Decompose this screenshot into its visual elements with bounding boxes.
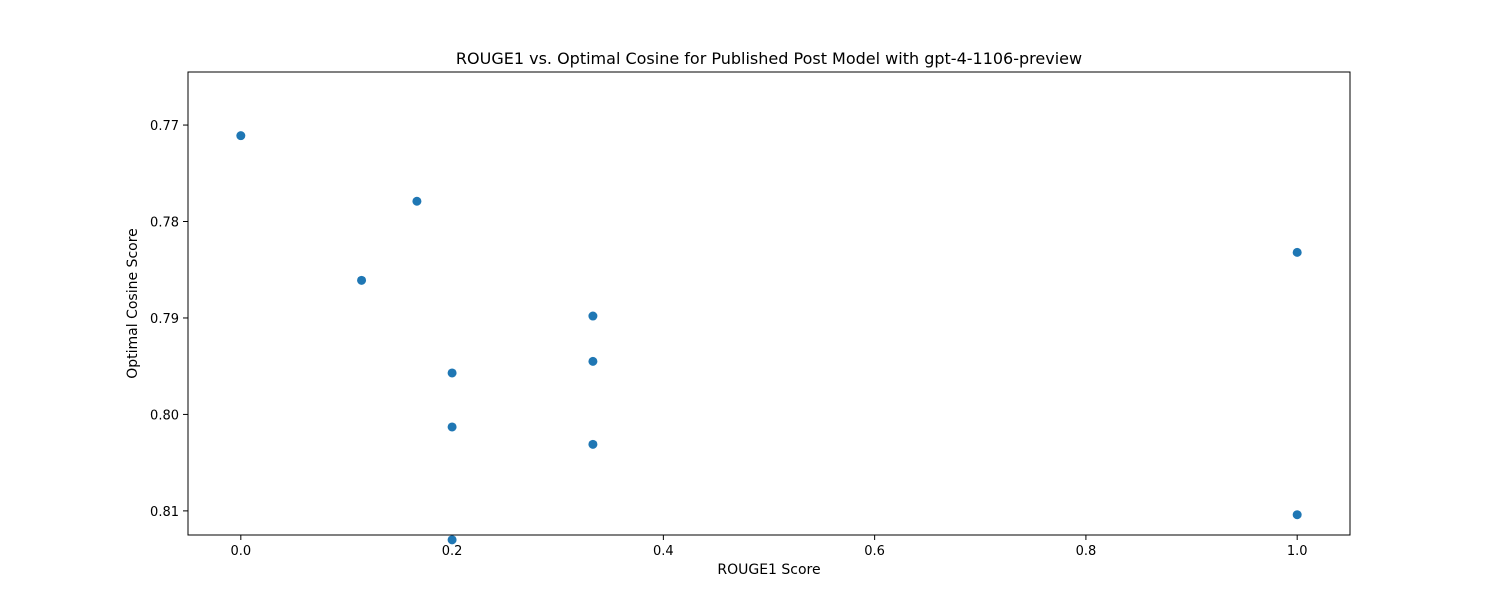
x-tick-label: 1.0 <box>1287 544 1308 559</box>
y-axis: 0.77 0.78 0.79 0.80 0.81 <box>150 119 188 520</box>
y-axis-label: Optimal Cosine Score <box>125 228 141 379</box>
chart-title: ROUGE1 vs. Optimal Cosine for Published … <box>456 49 1082 68</box>
data-point <box>357 275 367 285</box>
data-point <box>588 311 598 321</box>
data-point <box>412 196 422 206</box>
y-tick-label: 0.77 <box>150 119 179 134</box>
y-tick-label: 0.79 <box>150 312 179 327</box>
x-tick-label: 0.2 <box>442 544 463 559</box>
x-axis: 0.0 0.2 0.4 0.6 0.8 1.0 <box>230 535 1308 559</box>
y-tick-label: 0.81 <box>150 505 179 520</box>
x-tick-label: 0.6 <box>864 544 885 559</box>
data-point <box>447 535 457 545</box>
x-tick-label: 0.4 <box>653 544 674 559</box>
y-tick-label: 0.80 <box>150 408 179 423</box>
data-point <box>1292 247 1302 257</box>
data-point <box>447 422 457 432</box>
data-point <box>1292 510 1302 520</box>
data-point <box>447 368 457 378</box>
x-axis-label: ROUGE1 Score <box>717 562 820 578</box>
x-tick-label: 0.0 <box>230 544 251 559</box>
data-points <box>236 131 1302 545</box>
y-tick-label: 0.78 <box>150 216 179 231</box>
data-point <box>236 131 246 141</box>
data-point <box>588 439 598 449</box>
data-point <box>588 356 598 366</box>
plot-area <box>187 71 1351 536</box>
x-tick-label: 0.8 <box>1076 544 1097 559</box>
